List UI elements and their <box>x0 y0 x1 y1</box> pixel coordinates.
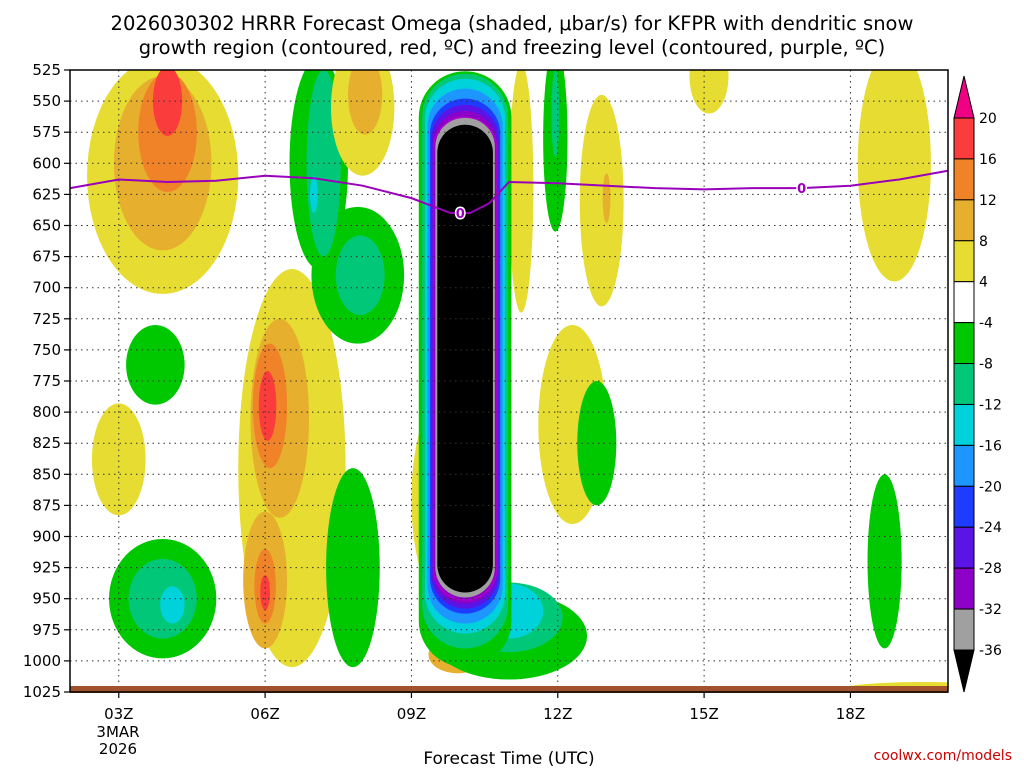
x-axis-label: Forecast Time (UTC) <box>423 749 594 768</box>
ground-surface <box>70 686 948 693</box>
y-tick-label: 750 <box>32 341 61 359</box>
y-tick-label: 925 <box>32 559 61 577</box>
colorbar-top-arrow <box>953 75 975 119</box>
omega-region-19 <box>335 235 385 316</box>
colorbar-label: -24 <box>979 520 1002 536</box>
y-tick-label: 700 <box>32 279 61 297</box>
colorbar-box <box>953 240 975 283</box>
x-tick-label: 15Z <box>689 705 718 723</box>
colorbar-box <box>953 281 975 324</box>
colorbar-label: -32 <box>979 602 1002 618</box>
colorbar-label: -28 <box>979 561 1002 577</box>
omega-region-8 <box>160 586 185 624</box>
y-tick-label: 975 <box>32 621 61 639</box>
colorbar-label: 8 <box>979 234 988 250</box>
colorbar-label: -16 <box>979 438 1002 454</box>
omega-region-31 <box>579 94 624 307</box>
omega-region-32 <box>602 173 611 224</box>
y-tick-label: 625 <box>32 185 61 203</box>
dotted-grid <box>70 70 948 692</box>
colorbar: 20 16 12 8 4 -4 -8 -12 -16 -20 -24 -28 -32 -36 <box>953 75 1002 693</box>
y-tick-label: 575 <box>32 123 61 141</box>
y-tick-label: 850 <box>32 465 61 483</box>
omega-region-30 <box>509 70 534 313</box>
omega-region-20 <box>309 175 318 214</box>
omega-shading <box>87 70 948 692</box>
updraft-core-band-8 <box>437 124 493 593</box>
x-tick-label: 09Z <box>397 705 426 723</box>
credit-text: coolwx.com/models <box>874 748 1012 764</box>
colorbar-label: -8 <box>979 357 993 373</box>
y-tick-label: 550 <box>32 92 61 110</box>
y-tick-label: 1025 <box>23 683 61 701</box>
omega-region-34 <box>551 70 560 158</box>
colorbar-box <box>953 158 975 201</box>
chart-title-line2: growth region (contoured, red, ºC) and f… <box>139 36 886 59</box>
colorbar-box <box>953 608 975 651</box>
x-tick-label: 03Z <box>104 705 133 723</box>
colorbar-label: -12 <box>979 397 1002 413</box>
omega-region-22 <box>348 70 383 135</box>
y-tick-label: 600 <box>32 154 61 172</box>
y-tick-label: 1000 <box>23 652 61 670</box>
omega-region-23 <box>326 468 380 668</box>
omega-region-4 <box>91 403 146 516</box>
omega-region-5 <box>126 325 185 405</box>
y-tick-label: 900 <box>32 528 61 546</box>
omega-region-3 <box>152 70 183 136</box>
chart-title-line1: 2026030302 HRRR Forecast Omega (shaded, … <box>111 12 914 35</box>
colorbar-label: -4 <box>979 316 993 332</box>
omega-region-38 <box>867 474 902 649</box>
y-tick-label: 775 <box>32 372 61 390</box>
colorbar-box <box>953 403 975 446</box>
colorbar-box <box>953 117 975 160</box>
y-tick-label: 650 <box>32 217 61 235</box>
y-tick-label: 675 <box>32 248 61 266</box>
freezing-level-label-0: 0 <box>456 207 465 222</box>
freezing-level-line <box>70 169 948 215</box>
colorbar-label: 16 <box>979 152 997 168</box>
colorbar-label: 12 <box>979 193 997 209</box>
date-label-day: 3MAR <box>96 723 139 741</box>
colorbar-box <box>953 322 975 365</box>
freezing-level-label-1: 0 <box>797 182 806 197</box>
y-tick-label: 875 <box>32 496 61 514</box>
x-tick-label: 06Z <box>250 705 279 723</box>
y-tick-label: 725 <box>32 310 61 328</box>
x-axis: 03Z 06Z 09Z 12Z 15Z 18Z <box>104 692 865 723</box>
colorbar-bottom-arrow <box>953 649 975 693</box>
colorbar-box <box>953 485 975 528</box>
omega-region-36 <box>689 70 729 114</box>
colorbar-box <box>953 526 975 569</box>
colorbar-box <box>953 363 975 405</box>
x-tick-label: 18Z <box>836 705 865 723</box>
colorbar-label: 4 <box>979 275 988 291</box>
omega-region-15 <box>260 575 270 610</box>
y-tick-label: 825 <box>32 434 61 452</box>
colorbar-box <box>953 567 975 610</box>
y-tick-label: 525 <box>32 61 61 79</box>
date-label-year: 2026 <box>99 740 137 758</box>
colorbar-label: 20 <box>979 111 997 127</box>
omega-region-37 <box>857 70 931 282</box>
dgz-contour <box>432 116 498 601</box>
freezing-level-contour: 00 <box>70 169 948 224</box>
y-tick-label: 950 <box>32 590 61 608</box>
y-axis: 525 550 575 600 625 650 675 700 725 750 775 800 825 8… <box>23 61 70 701</box>
colorbar-box <box>953 444 975 487</box>
colorbar-label: -36 <box>979 643 1002 659</box>
y-tick-label: 800 <box>32 403 61 421</box>
omega-region-12 <box>258 371 277 441</box>
colorbar-label: -20 <box>979 479 1002 495</box>
x-tick-label: 12Z <box>543 705 572 723</box>
colorbar-box <box>953 199 975 242</box>
